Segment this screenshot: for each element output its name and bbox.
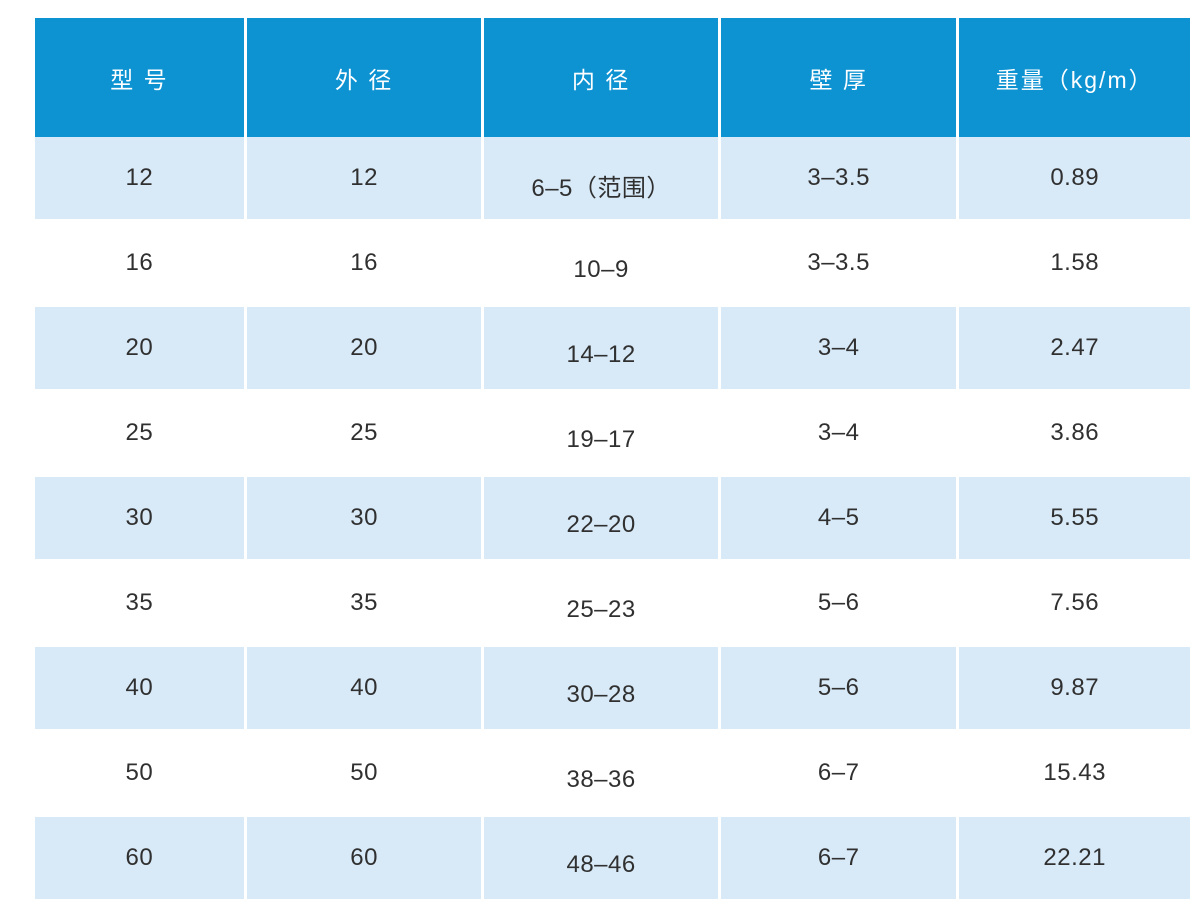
table-row: 25 25 19–17 3–4 3.86 bbox=[35, 392, 1190, 474]
cell-model: 16 bbox=[35, 222, 244, 304]
cell-outer-diameter: 30 bbox=[246, 477, 482, 559]
cell-model: 25 bbox=[35, 392, 244, 474]
header-outer-diameter: 外 径 bbox=[246, 18, 482, 137]
header-model: 型 号 bbox=[35, 18, 244, 137]
cell-inner-diameter: 25–23 bbox=[484, 562, 718, 644]
table-row: 50 50 38–36 6–7 15.43 bbox=[35, 732, 1190, 814]
cell-inner-diameter: 48–46 bbox=[484, 817, 718, 899]
cell-inner-diameter-text: 10–9 bbox=[573, 256, 629, 283]
table-row: 20 20 14–12 3–4 2.47 bbox=[35, 307, 1190, 389]
cell-wall-thickness: 6–7 bbox=[720, 817, 957, 899]
cell-inner-diameter: 38–36 bbox=[484, 732, 718, 814]
cell-outer-diameter: 25 bbox=[246, 392, 482, 474]
cell-inner-diameter-text: 14–12 bbox=[566, 341, 636, 368]
cell-weight: 3.86 bbox=[959, 392, 1190, 474]
cell-inner-diameter-text: 30–28 bbox=[566, 681, 636, 708]
cell-inner-diameter: 14–12 bbox=[484, 307, 718, 389]
cell-wall-thickness: 3–4 bbox=[720, 392, 957, 474]
cell-model: 50 bbox=[35, 732, 244, 814]
cell-wall-thickness: 5–6 bbox=[720, 647, 957, 729]
cell-model: 30 bbox=[35, 477, 244, 559]
cell-inner-diameter: 22–20 bbox=[484, 477, 718, 559]
cell-model: 60 bbox=[35, 817, 244, 899]
table-row: 12 12 6–5（范围） 3–3.5 0.89 bbox=[35, 137, 1190, 219]
cell-weight: 2.47 bbox=[959, 307, 1190, 389]
header-wall-thickness: 壁 厚 bbox=[720, 18, 957, 137]
cell-inner-diameter: 19–17 bbox=[484, 392, 718, 474]
cell-model: 12 bbox=[35, 137, 244, 219]
cell-model: 20 bbox=[35, 307, 244, 389]
cell-inner-diameter: 10–9 bbox=[484, 222, 718, 304]
cell-outer-diameter: 40 bbox=[246, 647, 482, 729]
cell-outer-diameter: 60 bbox=[246, 817, 482, 899]
table-row: 16 16 10–9 3–3.5 1.58 bbox=[35, 222, 1190, 304]
cell-wall-thickness: 5–6 bbox=[720, 562, 957, 644]
cell-inner-diameter-text: 6–5（范围） bbox=[531, 174, 671, 202]
cell-wall-thickness: 3–4 bbox=[720, 307, 957, 389]
table-row: 35 35 25–23 5–6 7.56 bbox=[35, 562, 1190, 644]
cell-wall-thickness: 3–3.5 bbox=[720, 137, 957, 219]
cell-inner-diameter: 6–5（范围） bbox=[484, 137, 718, 219]
cell-outer-diameter: 50 bbox=[246, 732, 482, 814]
header-weight: 重量（kg/m） bbox=[959, 18, 1190, 137]
cell-weight: 7.56 bbox=[959, 562, 1190, 644]
cell-wall-thickness: 3–3.5 bbox=[720, 222, 957, 304]
cell-wall-thickness: 4–5 bbox=[720, 477, 957, 559]
cell-weight: 1.58 bbox=[959, 222, 1190, 304]
cell-outer-diameter: 12 bbox=[246, 137, 482, 219]
cell-weight: 5.55 bbox=[959, 477, 1190, 559]
cell-inner-diameter-text: 19–17 bbox=[566, 426, 636, 453]
cell-inner-diameter-text: 38–36 bbox=[566, 766, 636, 793]
cell-model: 35 bbox=[35, 562, 244, 644]
cell-inner-diameter-text: 48–46 bbox=[566, 851, 636, 878]
cell-outer-diameter: 16 bbox=[246, 222, 482, 304]
cell-inner-diameter-text: 22–20 bbox=[566, 511, 636, 538]
table-header-row: 型 号 外 径 内 径 壁 厚 重量（kg/m） bbox=[35, 18, 1190, 137]
pipe-spec-table: 型 号 外 径 内 径 壁 厚 重量（kg/m） 12 12 6–5（范围） 3… bbox=[35, 18, 1190, 899]
cell-weight: 9.87 bbox=[959, 647, 1190, 729]
cell-inner-diameter-text: 25–23 bbox=[566, 596, 636, 623]
cell-outer-diameter: 35 bbox=[246, 562, 482, 644]
table-row: 60 60 48–46 6–7 22.21 bbox=[35, 817, 1190, 899]
cell-weight: 0.89 bbox=[959, 137, 1190, 219]
cell-wall-thickness: 6–7 bbox=[720, 732, 957, 814]
cell-weight: 15.43 bbox=[959, 732, 1190, 814]
table-row: 40 40 30–28 5–6 9.87 bbox=[35, 647, 1190, 729]
header-inner-diameter: 内 径 bbox=[484, 18, 718, 137]
cell-outer-diameter: 20 bbox=[246, 307, 482, 389]
cell-model: 40 bbox=[35, 647, 244, 729]
cell-weight: 22.21 bbox=[959, 817, 1190, 899]
cell-inner-diameter: 30–28 bbox=[484, 647, 718, 729]
table-row: 30 30 22–20 4–5 5.55 bbox=[35, 477, 1190, 559]
